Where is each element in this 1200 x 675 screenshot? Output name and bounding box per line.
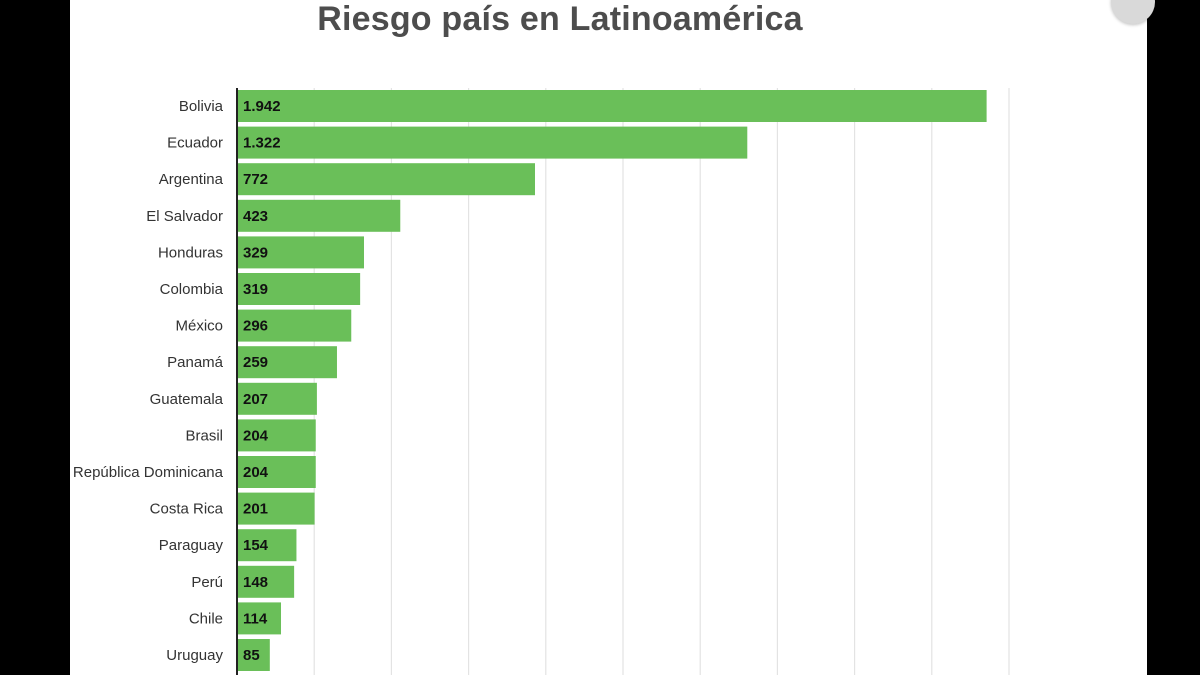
bar-value-label: 204 — [243, 427, 269, 444]
bar — [237, 236, 364, 269]
left-black-margin — [0, 0, 70, 675]
bar-value-label: 329 — [243, 244, 268, 261]
category-label: Ecuador — [167, 135, 223, 152]
bar-value-label: 204 — [243, 464, 269, 481]
bar — [237, 382, 317, 415]
bar-value-label: 85 — [243, 647, 260, 664]
chart-title: Riesgo país en Latinoamérica — [317, 0, 803, 38]
bar — [237, 602, 282, 635]
bar-value-label: 772 — [243, 171, 268, 188]
category-label: Brasil — [185, 427, 223, 444]
bar — [237, 456, 316, 488]
category-label: Argentina — [159, 171, 224, 188]
bar — [237, 90, 987, 122]
bar — [237, 346, 337, 379]
category-labels: Bolivia Ecuador Argentina El Salvador Hondur… — [73, 98, 224, 664]
bar — [237, 199, 401, 232]
category-label: México — [175, 318, 223, 335]
bar — [237, 565, 295, 598]
category-label: Panamá — [167, 354, 224, 371]
bar — [237, 419, 316, 452]
category-label: Perú — [191, 574, 223, 591]
bar-value-label: 148 — [243, 574, 268, 591]
bar-value-label: 423 — [243, 208, 268, 225]
bar-value-label: 259 — [243, 354, 268, 371]
bar — [237, 163, 535, 196]
bars: 1.942 1.322 772 423 329 319 296 259 207 204 204 201… — [237, 90, 987, 671]
category-label: Uruguay — [166, 647, 223, 664]
bar — [237, 529, 297, 562]
category-label: Colombia — [160, 281, 224, 298]
bar-value-label: 1.322 — [243, 135, 281, 152]
category-label: Costa Rica — [150, 501, 224, 518]
bar-value-label: 207 — [243, 391, 268, 408]
category-label: Guatemala — [150, 391, 224, 408]
category-label: Bolivia — [179, 98, 224, 115]
category-label: Chile — [189, 610, 223, 627]
category-label: Honduras — [158, 244, 223, 261]
bar — [237, 639, 270, 671]
bar-value-label: 319 — [243, 281, 268, 298]
bar-value-label: 114 — [243, 610, 268, 627]
category-label: República Dominicana — [73, 464, 224, 481]
bar-value-label: 296 — [243, 318, 268, 335]
bar-value-label: 201 — [243, 501, 268, 518]
bar — [237, 309, 352, 342]
category-label: El Salvador — [146, 208, 223, 225]
category-label: Paraguay — [159, 537, 224, 554]
bar — [237, 273, 361, 305]
bar-value-label: 1.942 — [243, 98, 281, 115]
bar — [237, 126, 748, 159]
bar-value-label: 154 — [243, 537, 269, 554]
bar — [237, 492, 315, 525]
